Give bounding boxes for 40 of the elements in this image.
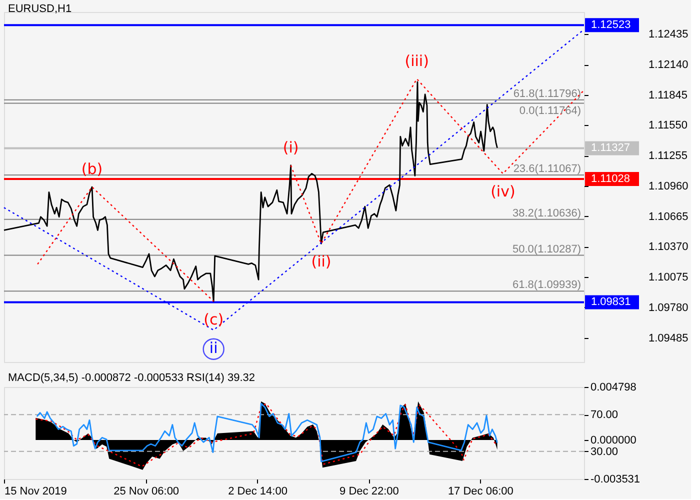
y-tick-label: 1.10370 bbox=[648, 241, 688, 254]
x-tick-label: 25 Nov 06:00 bbox=[114, 486, 180, 498]
chart-title: MACD(5,34,5) -0.000872 -0.000533 RSI(14) 39.32 bbox=[8, 372, 256, 384]
y-tick-label: 1.10075 bbox=[648, 272, 688, 284]
y-tick-label: -0.003531 bbox=[590, 474, 640, 486]
y-tick-label: 1.11845 bbox=[648, 89, 688, 102]
annotation: 0.0(1.11764) bbox=[519, 105, 581, 118]
annotation: 50.0(1.10287) bbox=[512, 243, 581, 256]
y2-tick-label: 30.00 bbox=[590, 446, 618, 458]
annotation: ii bbox=[209, 339, 218, 358]
ref-line-label: 1.11327 bbox=[591, 142, 630, 154]
chart-title: EURUSD,H1 bbox=[8, 3, 72, 15]
annotation: (iv) bbox=[490, 182, 516, 201]
ref-line-label: 1.12523 bbox=[591, 19, 631, 32]
annotation: 23.6(1.11067) bbox=[513, 162, 581, 175]
x-tick-label: 9 Dec 22:00 bbox=[340, 486, 399, 498]
annotation: (c) bbox=[204, 310, 224, 328]
y-tick-label: 1.12140 bbox=[648, 59, 688, 71]
x-tick-label: 2 Dec 14:00 bbox=[228, 486, 288, 498]
y-tick-label: 1.10960 bbox=[648, 180, 688, 192]
annotation: 38.2(1.10636) bbox=[512, 207, 581, 220]
y-tick-label: 0.000000 bbox=[590, 434, 636, 446]
annotation: (iii) bbox=[404, 52, 429, 70]
annotation: (b) bbox=[81, 160, 103, 178]
x-tick-label: 15 Nov 2019 bbox=[4, 486, 67, 498]
ref-line-label: 1.09831 bbox=[591, 296, 631, 308]
y-tick-label: 1.09485 bbox=[648, 332, 688, 344]
y-tick-label: 0.004798 bbox=[590, 382, 636, 394]
y-tick-label: 1.10665 bbox=[648, 210, 688, 223]
annotation: 61.8(1.09939) bbox=[512, 279, 581, 292]
x-tick-label: 17 Dec 06:00 bbox=[448, 486, 514, 498]
annotation: (ii) bbox=[311, 252, 332, 271]
y-tick-label: 1.09780 bbox=[648, 302, 688, 314]
annotation: (i) bbox=[282, 138, 299, 156]
y-tick-label: 1.12435 bbox=[648, 28, 688, 41]
annotation: 61.8(1.11796) bbox=[513, 88, 581, 100]
ref-line-label: 1.11028 bbox=[591, 172, 630, 185]
y-tick-label: 1.11255 bbox=[648, 150, 688, 162]
y2-tick-label: 70.00 bbox=[590, 409, 618, 422]
y-tick-label: 1.11550 bbox=[648, 120, 688, 132]
